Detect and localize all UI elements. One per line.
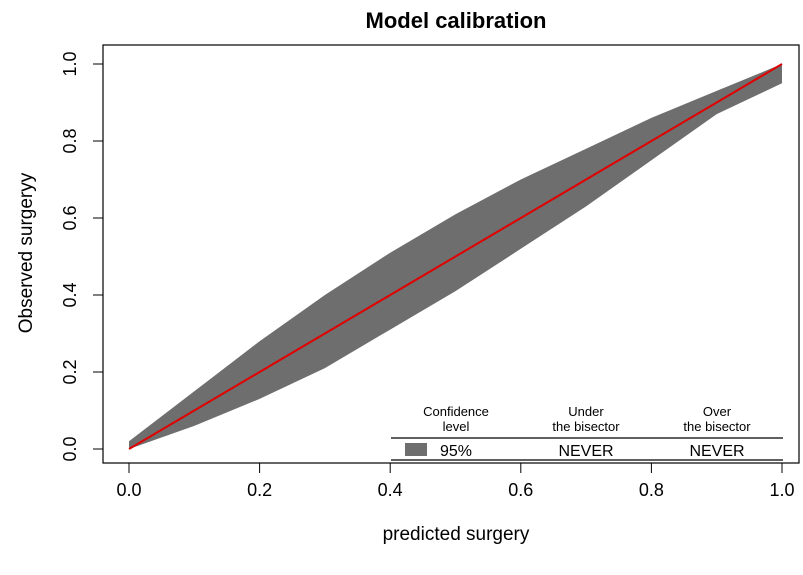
legend: Confidence level Under the bisector Over the …: [391, 404, 783, 461]
x-tick-label: 0.6: [508, 480, 533, 500]
plot-area: [128, 63, 783, 450]
x-axis-label: predicted surgery: [383, 524, 530, 545]
legend-header: Over the bisector: [683, 404, 751, 434]
legend-header: Confidence level: [423, 404, 489, 434]
x-tick-label: 1.0: [769, 480, 794, 500]
x-axis: 0.0 0.2 0.4 0.6 0.8 1.0: [116, 462, 795, 500]
legend-swatch: [405, 443, 427, 456]
y-tick-label: 1.0: [60, 51, 80, 76]
y-axis-label: Observed surgeryy: [16, 172, 37, 333]
x-tick-label: 0.8: [639, 480, 664, 500]
x-tick-label: 0.2: [247, 480, 272, 500]
chart-title: Model calibration: [366, 8, 547, 33]
y-tick-label: 0.2: [60, 359, 80, 384]
legend-over: NEVER: [689, 443, 744, 460]
bisector-line: [128, 63, 783, 450]
x-tick-label: 0.4: [378, 480, 403, 500]
legend-under: NEVER: [558, 443, 613, 460]
y-axis: 0.0 0.2 0.4 0.6 0.8 1.0: [60, 51, 104, 462]
legend-level: 95%: [440, 443, 472, 460]
y-tick-label: 0.6: [60, 205, 80, 230]
x-tick-label: 0.0: [116, 480, 141, 500]
y-tick-label: 0.8: [60, 128, 80, 153]
y-tick-label: 0.4: [60, 282, 80, 307]
legend-header: Under the bisector: [552, 404, 620, 434]
y-tick-label: 0.0: [60, 436, 80, 461]
